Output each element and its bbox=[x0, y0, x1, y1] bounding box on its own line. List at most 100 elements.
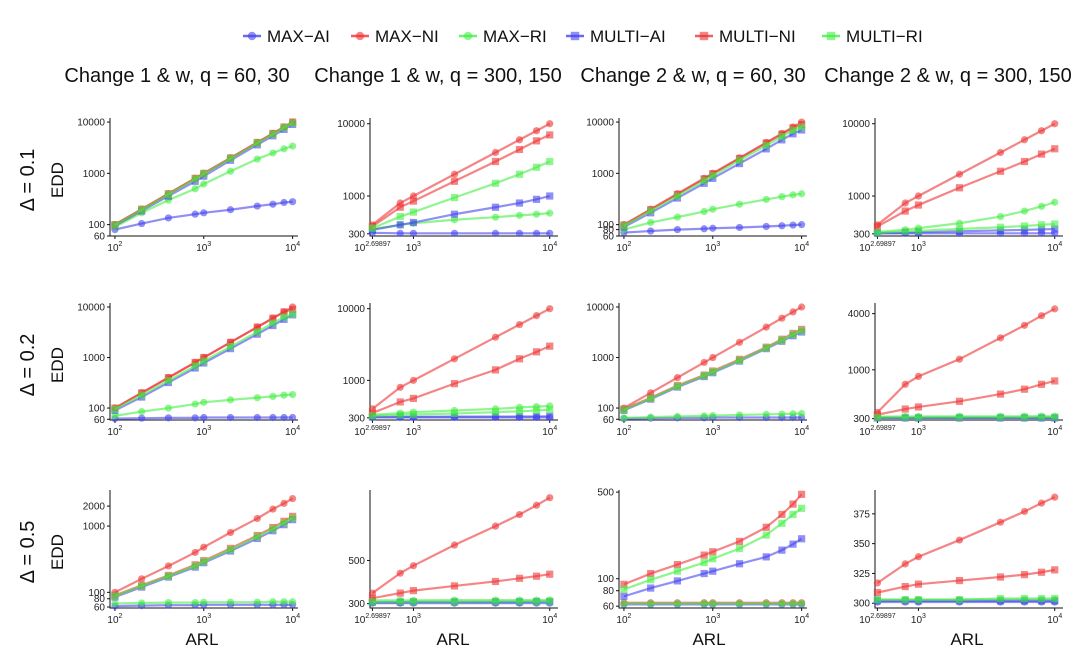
panel-r1-c4-point-max-ri bbox=[996, 212, 1005, 221]
panel-r3-c1-line-max-ai bbox=[114, 603, 293, 608]
panel-r1-c2-point-max-ri bbox=[546, 209, 554, 217]
panel-r3-c4-series-multi-ni bbox=[873, 566, 1059, 597]
panel-r3-c3-point-multi-ri bbox=[700, 558, 708, 567]
panel-r1-c1-point-max-ri bbox=[200, 180, 208, 188]
panel-r1-c1-point-max-ri bbox=[289, 142, 297, 150]
panel-r3-c3-series-multi-ri bbox=[620, 504, 806, 593]
panel-r2-c1-point-max-ri bbox=[138, 408, 146, 416]
panel-r1-c3-point-max-ri bbox=[762, 195, 770, 204]
panel-r3-c4-point-multi-ni bbox=[955, 576, 964, 585]
panel-r3-c4-line-max-ni bbox=[876, 496, 1056, 584]
panel-r1-c1-ytick-label: 1000 bbox=[83, 169, 106, 180]
panel-r3-c3-point-multi-ni bbox=[620, 580, 628, 588]
panel-r3-c3-point-multi-ni bbox=[735, 537, 744, 545]
panel-r3-c1-series-max-ri bbox=[111, 598, 297, 608]
panel-r1-c2-point-multi-ni bbox=[546, 131, 554, 139]
panel-r1-c4-point-max-ni bbox=[955, 170, 964, 178]
panel-r1-c3-point-max-ri bbox=[798, 190, 806, 198]
panel-r1-c4-point-multi-ri bbox=[901, 227, 909, 235]
panel-r1-c4-series-multi-ni bbox=[873, 145, 1059, 231]
panel-r1-c2-point-max-ai bbox=[396, 229, 404, 237]
panel-r3-c3-point-multi-ni bbox=[673, 560, 682, 569]
panel-r2-c4-point-multi-ri bbox=[955, 413, 964, 421]
panel-r2-c2-line-max-ni bbox=[371, 307, 551, 410]
panel-r2-c2-point-multi-ri bbox=[491, 408, 500, 416]
panel-r3-c3-point-multi-ni bbox=[798, 490, 806, 498]
panel-r3-c1-point-multi-ri bbox=[280, 519, 288, 527]
panel-r3-c2-point-multi-ri bbox=[450, 598, 459, 606]
panel-r1-c1-point-max-ri bbox=[280, 145, 288, 153]
panel-r1-c2-point-multi-ri bbox=[532, 163, 541, 171]
legend-item-max-ni: MAX−NI bbox=[351, 27, 439, 46]
panel-r1-c1-line-multi-ri bbox=[114, 122, 294, 227]
panel-r1-c4-point-max-ri bbox=[955, 219, 964, 227]
panel-r2-c1-point-multi-ri bbox=[164, 376, 173, 385]
panel-r1-c2-point-max-ri bbox=[515, 211, 524, 219]
panel-r3-c1-ytick-label: 100 bbox=[88, 588, 105, 599]
panel-r3-c4-point-max-ni bbox=[873, 579, 882, 587]
panel-r1-c1-point-max-ai bbox=[200, 209, 208, 217]
panel-r2-c1-point-max-ai bbox=[253, 413, 261, 422]
panel-r2-c2-point-multi-ai bbox=[532, 412, 541, 421]
panel-r1-c3-point-max-ri bbox=[778, 193, 786, 201]
panel-r3-c1-point-multi-ri bbox=[138, 582, 146, 590]
xlabel-col-1: ARL bbox=[185, 630, 218, 649]
panel-r3-c3-point-multi-ni bbox=[778, 510, 786, 519]
panel-r1-c3-point-max-ai bbox=[762, 222, 770, 231]
panel-r2-c4-point-multi-ni bbox=[1037, 380, 1046, 388]
panel-r1-c3-line-multi-ai bbox=[623, 128, 803, 228]
panel-r2-c4-point-multi-ri bbox=[1037, 413, 1046, 421]
legend-label-multi-ni: MULTI−NI bbox=[719, 27, 796, 46]
panel-r1-c2-point-max-ai bbox=[450, 229, 459, 237]
panel-r1-c4-point-max-ni bbox=[914, 192, 923, 200]
panel-r2-c2-ytick-label: 10000 bbox=[337, 304, 365, 315]
panel-r1-c3-point-multi-ri bbox=[789, 126, 797, 134]
panel-r2-c2-point-multi-ni bbox=[450, 380, 459, 388]
panel-r1-c4-point-multi-ai bbox=[1051, 225, 1059, 233]
panel-r1-c2-ytick-label: 1000 bbox=[343, 192, 366, 203]
panel-r3-c4-point-max-ni bbox=[955, 536, 964, 544]
panel-r1-c1-line-multi-ai bbox=[114, 123, 294, 227]
panel-r2-c2-series-max-ni bbox=[368, 305, 554, 413]
panel-r1-c1-series-multi-ri bbox=[111, 119, 297, 229]
panel-r3-c4-ytick-label: 350 bbox=[853, 539, 870, 550]
panel-r3-c4-point-multi-ri bbox=[955, 596, 964, 604]
panel-r1-c3-point-max-ai bbox=[673, 225, 682, 234]
panel-r3-c4-xtick-label: 103 bbox=[911, 613, 926, 626]
row-label-2: Δ = 0.2 bbox=[17, 334, 39, 397]
panel-r3-c2-point-multi-ri bbox=[409, 598, 418, 606]
legend-marker-max-ri bbox=[463, 31, 473, 41]
panel-r3-c2-series-max-ni bbox=[368, 494, 554, 597]
panel-r1-c1-point-max-ri bbox=[253, 155, 261, 163]
x-axis-titles: ARL ARL ARL ARL bbox=[185, 630, 983, 649]
panel-r2-c4: 300 1000 4000 102.69897 103 104 bbox=[848, 303, 1063, 438]
panel-r3-c4-point-multi-ri bbox=[914, 596, 923, 604]
panel-r3-c1-point-max-ri bbox=[289, 598, 297, 606]
panel-r3-c4: 300 325 350 375 102.69897 103 104 bbox=[853, 490, 1063, 626]
panel-r3-c1-point-max-ni bbox=[280, 499, 288, 507]
panel-r3-c1-point-max-ri bbox=[253, 598, 261, 606]
panel-r2-c2-point-multi-ri bbox=[409, 410, 418, 419]
panel-r3-c1-ytick-label: 1000 bbox=[83, 522, 106, 533]
legend-item-max-ri: MAX−RI bbox=[459, 27, 547, 46]
panel-r2-c1-point-multi-ri bbox=[280, 313, 288, 321]
panel-r3-c4-point-max-ni bbox=[901, 560, 909, 568]
panel-r3-c3-point-max-ri bbox=[709, 599, 717, 608]
panel-r2-c2-point-multi-ri bbox=[368, 412, 377, 420]
panel-r2-c2-series-multi-ri bbox=[368, 406, 554, 420]
panel-r3-c3-ytick-label: 60 bbox=[603, 602, 615, 613]
panel-r1-c3-xtick-label: 104 bbox=[794, 241, 809, 254]
panel-r1-c2-point-multi-ni bbox=[532, 137, 541, 145]
panel-r3-c3-line-multi-ni bbox=[623, 493, 803, 586]
panel-r2-c1-point-max-ri bbox=[200, 398, 208, 406]
panel-r2-c3-point-multi-ri bbox=[798, 327, 806, 335]
panel-r3-c2-point-max-ni bbox=[396, 569, 404, 577]
panel-r3-c4-point-multi-ri bbox=[901, 596, 909, 604]
panel-r3-c3-point-max-ri bbox=[735, 599, 744, 608]
panel-r1-c2-point-multi-ai bbox=[532, 195, 541, 203]
panel-r2-c2-point-multi-ai bbox=[515, 412, 524, 421]
